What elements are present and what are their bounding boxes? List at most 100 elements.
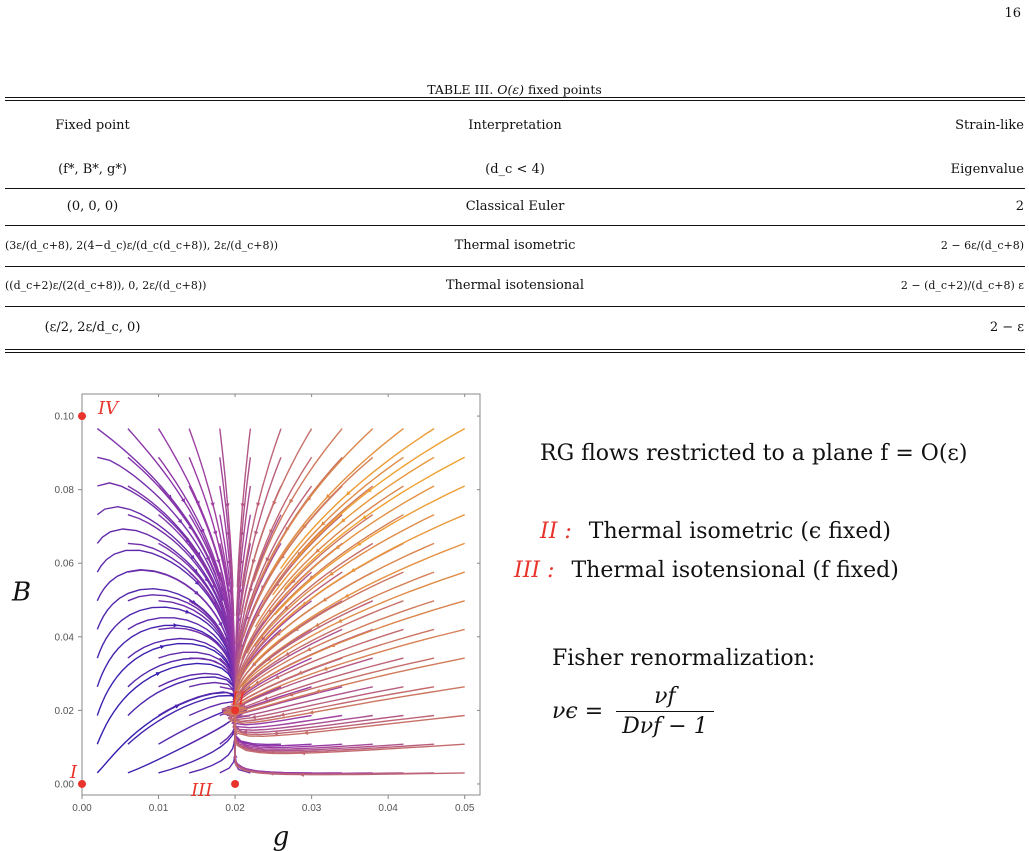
stream-arrowhead — [306, 647, 312, 652]
fixed-point-i — [78, 779, 86, 788]
stream-line — [234, 719, 465, 776]
stream-line — [241, 571, 465, 688]
stream-line — [262, 456, 404, 601]
stream-line — [234, 571, 404, 705]
fisher-title: Fisher renormalization: — [552, 646, 816, 671]
stream-line — [291, 427, 466, 564]
stream-line — [283, 456, 466, 590]
stream-line — [219, 457, 235, 617]
stream-arrowhead — [194, 580, 200, 586]
stream-line — [235, 542, 374, 686]
legend-label-ii: II : — [540, 519, 572, 544]
stream-line — [241, 514, 374, 660]
stream-arrowhead — [272, 500, 277, 506]
stream-arrowhead — [303, 730, 309, 735]
stream-line — [223, 628, 435, 714]
stream-arrowhead — [173, 623, 179, 628]
stream-arrowhead — [205, 556, 210, 562]
header-coordinates: (f*, B*, g*) — [58, 162, 127, 177]
stream-arrowhead — [289, 498, 294, 504]
stream-arrowhead — [213, 530, 218, 536]
row2-eigenvalue: 2 − 6ε/(d_c+8) — [940, 239, 1024, 252]
stream-line — [280, 428, 435, 570]
stream-line — [223, 686, 435, 723]
stream-line — [234, 543, 282, 701]
stream-arrowhead — [265, 557, 270, 563]
row-rule-2 — [5, 266, 1025, 267]
row-rule-1 — [5, 225, 1025, 226]
stream-line — [254, 485, 404, 628]
legend-text-iii: Thermal isotensional (f fixed) — [571, 558, 899, 583]
caption-suffix: fixed points — [527, 82, 602, 97]
row1-interpretation: Classical Euler — [465, 199, 565, 214]
stream-arrowhead — [266, 656, 272, 662]
stream-arrowhead — [177, 518, 183, 524]
header-dc-condition: (d_c < 4) — [485, 162, 545, 177]
stream-line — [274, 485, 465, 616]
fisher-fraction: νf Dνf − 1 — [616, 684, 714, 739]
stream-line — [219, 485, 236, 645]
table-bottom-rule — [5, 349, 1025, 350]
stream-arrowhead — [269, 529, 274, 535]
stream-arrowhead — [299, 772, 304, 777]
stream-line — [235, 571, 435, 696]
stream-line — [225, 686, 465, 724]
stream-arrowhead — [240, 686, 246, 692]
x-tick-label: 0.00 — [72, 803, 92, 814]
stream-arrowhead — [320, 521, 326, 526]
fixed-point-iii — [231, 779, 240, 788]
legend-item-ii: II : Thermal isometric (ϵ fixed) — [540, 519, 891, 544]
stream-arrowhead — [159, 644, 165, 650]
stream-arrowhead — [308, 710, 314, 715]
row4-eigenvalue: 2 − ε — [989, 320, 1024, 335]
stream-line — [231, 628, 465, 712]
header-interpretation: Interpretation — [468, 118, 562, 133]
stream-arrowhead — [279, 712, 285, 717]
y-axis-label: B — [11, 578, 31, 608]
x-axis-label: g — [273, 822, 290, 851]
x-tick-label: 0.02 — [225, 803, 245, 814]
stream-arrowhead — [314, 622, 320, 627]
stream-arrowhead — [274, 675, 280, 679]
stream-arrowhead — [300, 750, 306, 756]
row3-point: ((d_c+2)ε/(2(d_c+8)), 0, 2ε/(d_c+8)) — [5, 279, 207, 292]
caption-math: O(ε) — [497, 82, 524, 97]
fixed-point-label: II — [230, 688, 246, 709]
legend-item-iii: III : Thermal isotensional (f fixed) — [514, 558, 899, 583]
stream-arrowhead — [345, 491, 351, 496]
stream-arrowhead — [263, 696, 269, 701]
stream-line — [234, 600, 465, 710]
fisher-numerator: νf — [616, 684, 714, 712]
stream-arrowhead — [297, 670, 303, 675]
legend-text-ii: Thermal isometric (ϵ fixed) — [588, 519, 892, 544]
stream-arrowhead — [200, 528, 205, 534]
stream-line — [254, 456, 374, 606]
stream-arrowhead — [210, 502, 215, 508]
stream-arrowhead — [224, 636, 229, 642]
table-header-rule — [5, 188, 1025, 189]
stream-line — [157, 485, 233, 641]
stream-line — [247, 485, 374, 633]
stream-line — [235, 457, 252, 617]
stream-arrowhead — [254, 530, 259, 536]
stream-arrowhead — [306, 496, 312, 502]
stream-arrowhead — [185, 609, 191, 614]
stream-arrowhead — [328, 571, 334, 576]
stream-line — [264, 514, 465, 641]
stream-arrowhead — [245, 616, 250, 621]
stream-arrowhead — [325, 493, 331, 499]
y-tick-label: 0.06 — [55, 559, 75, 570]
fixed-point-label: I — [69, 762, 78, 783]
x-tick-label: 0.05 — [455, 803, 475, 814]
stream-line — [244, 542, 435, 672]
stream-arrowhead — [240, 503, 245, 508]
table-bottom-rule-2 — [5, 352, 1025, 353]
stream-arrowhead — [340, 518, 346, 523]
stream-arrowhead — [196, 551, 201, 557]
stream-line — [237, 514, 343, 665]
stream-arrowhead — [240, 701, 246, 706]
stream-arrowhead — [180, 498, 186, 504]
stream-arrowhead — [204, 577, 209, 583]
row3-eigenvalue: 2 − (d_c+2)/(d_c+8) ε — [900, 279, 1024, 292]
fixed-point-ii — [231, 706, 240, 715]
